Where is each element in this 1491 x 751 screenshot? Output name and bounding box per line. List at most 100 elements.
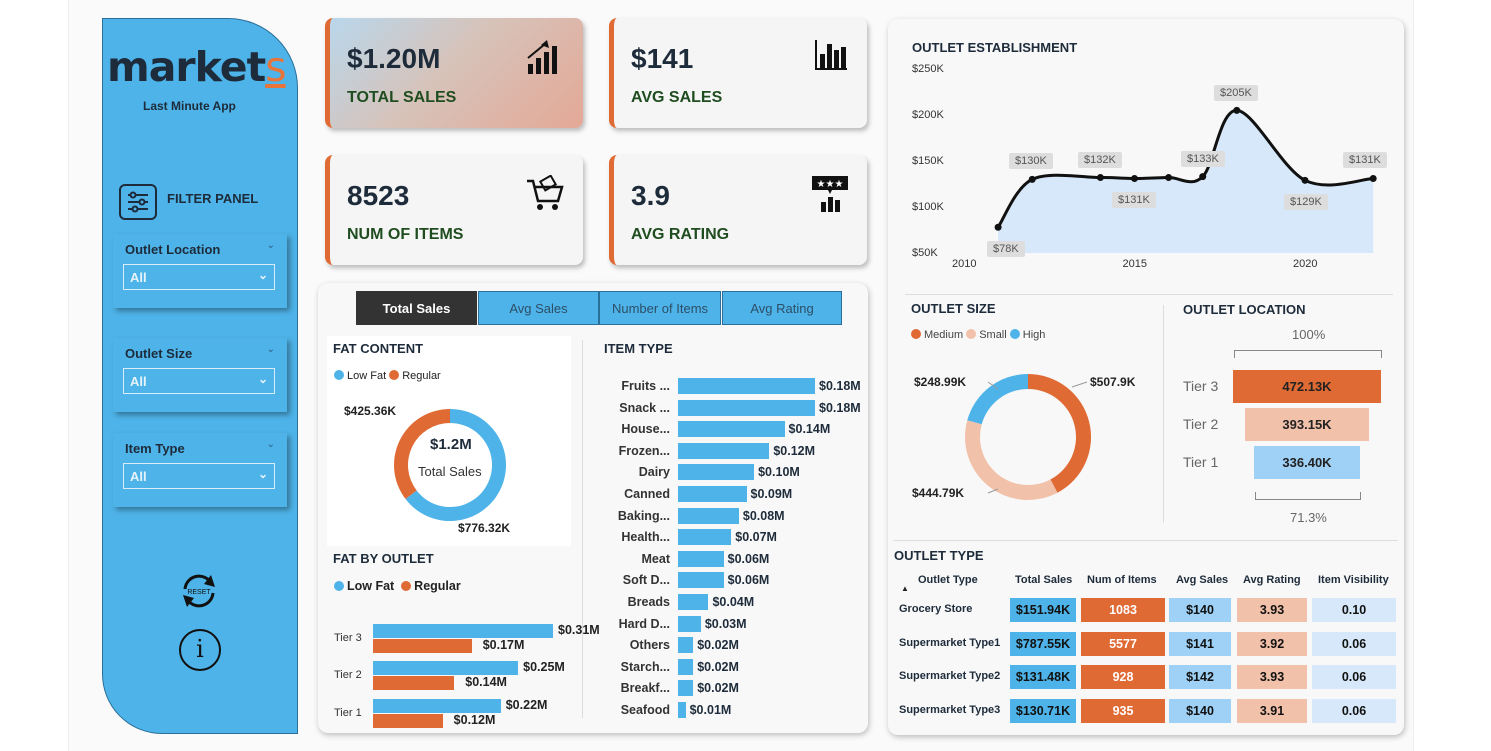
data-point [994,223,1002,231]
kpi-value: $1.20M [347,43,441,74]
table-cell: 0.10 [1312,598,1396,622]
item-type-value: $0.08M [742,508,785,523]
kpi-label: AVG SALES [631,89,723,106]
column-header[interactable]: Item Visibility [1318,574,1389,586]
brand-logo: markets [107,43,287,91]
item-type-label: Meat [641,551,670,566]
bar-value-label: $0.22M [505,698,548,712]
establishment-line-chart [994,106,1377,253]
shopping-cart-icon [525,174,565,218]
item-type-value: $0.09M [750,487,793,501]
table-cell: 0.06 [1312,632,1396,656]
slicer-label: Outlet Size [125,346,193,361]
divider [905,294,1393,295]
chevron-down-icon[interactable]: ⌄ [266,439,275,450]
data-point [1369,174,1377,182]
kpi-value: 8523 [347,180,410,211]
data-point [1165,174,1173,182]
slicer-label: Outlet Location [125,242,221,257]
outlet-size-legend: Medium Small High [911,329,1045,341]
item-type-label: Starch... [620,659,670,674]
column-header[interactable]: Total Sales [1015,574,1073,586]
svg-text:★★★: ★★★ [817,179,844,190]
filter-panel-title: FILTER PANEL [167,191,259,206]
reset-button[interactable]: RESET [177,571,221,611]
column-header[interactable]: Avg Rating [1243,574,1301,586]
row-label: Grocery Store [899,603,973,615]
outlet-size-dropdown[interactable]: All ⌄ [123,368,275,394]
info-icon[interactable]: i [179,629,221,671]
tier-label: Tier 2 [334,669,362,681]
table-cell: $130.71K [1010,699,1076,723]
column-header[interactable]: Outlet Type [918,574,978,586]
kpi-avg-rating: 3.9 AVG RATING ★★★ [609,155,867,265]
table-cell: 0.06 [1312,699,1396,723]
leader-lines [987,381,1088,494]
item-type-value: $0.02M [697,681,739,696]
column-header[interactable]: Num of Items [1087,574,1157,586]
bar-value-label: $0.14M [465,675,507,689]
funnel-bar: 393.15K [1245,408,1369,441]
chevron-down-icon: ⌄ [257,467,268,481]
outlet-type-title: OUTLET TYPE [894,548,984,563]
item-type-label: Others [629,638,670,653]
item-type-label: Baking... [617,508,670,523]
table-cell: $140 [1169,699,1231,723]
bar-value-label: $0.12M [453,713,496,727]
item-type-label: Frozen... [618,443,670,458]
sort-arrow-icon[interactable]: ▲ [901,584,909,593]
table-cell: $151.94K [1010,598,1076,622]
item-type-bar [678,615,701,632]
bar-value-label: $0.25M [523,660,565,674]
kpi-label: AVG RATING [631,226,730,243]
x-tick-label: 2020 [1293,258,1318,270]
series-line [996,108,1374,229]
item-type-label: Breads [627,595,670,609]
table-cell: 935 [1081,699,1165,723]
fat-by-outlet-legend: Low Fat Regular [334,579,461,593]
kpi-num-items: 8523 NUM OF ITEMS [325,155,583,265]
outlet-location-dropdown[interactable]: All ⌄ [123,264,275,290]
item-type-bar [678,442,770,459]
tab-avg-sales[interactable]: Avg Sales [478,291,599,325]
item-type-label: Fruits ... [621,379,670,393]
bar-regular [373,714,443,728]
outlet-size-title: OUTLET SIZE [911,301,996,316]
item-type-dropdown[interactable]: All ⌄ [123,463,275,489]
y-tick-label: $200K [912,109,944,121]
item-type-value: $0.12M [773,443,816,458]
fat-content-title: FAT CONTENT [333,341,424,356]
item-type-value: $0.06M [727,551,770,566]
item-type-bar [678,507,739,524]
tab-total-sales[interactable]: Total Sales [356,291,477,325]
rating-icon: ★★★ [811,175,849,218]
funnel-bottom-pct: 71.3% [1290,510,1327,525]
data-point [1233,106,1241,114]
kpi-avg-sales: $141 AVG SALES [609,18,867,128]
item-type-bar [678,378,815,394]
tier-label: Tier 1 [334,707,362,719]
tab-avg-rating[interactable]: Avg Rating [722,291,842,325]
size-high-label: $248.99K [914,375,967,389]
kpi-label: NUM OF ITEMS [347,226,464,243]
donut-slice-small [965,420,1058,500]
data-label: $132K [1078,152,1122,168]
filter-sidebar: markets Last Minute App FILTER PANEL Out… [102,18,298,734]
item-type-bar [678,529,732,546]
size-small-label: $444.79K [912,486,965,500]
y-tick-label: $150K [912,155,944,167]
chevron-down-icon[interactable]: ⌄ [266,344,275,355]
funnel-bar: 472.13K [1233,370,1381,403]
chevron-down-icon: ⌄ [257,268,268,282]
tab-number-of-items[interactable]: Number of Items [599,291,721,325]
column-header[interactable]: Avg Sales [1176,574,1229,586]
chevron-down-icon[interactable]: ⌄ [266,240,275,251]
slicer-outlet-location: Outlet Location ⌄ All ⌄ [113,234,287,308]
item-type-bar [678,658,694,675]
data-label: $133K [1181,151,1225,167]
fat-content-legend: Low Fat Regular [334,370,441,382]
item-type-value: $0.18M [819,379,861,393]
item-type-title: ITEM TYPE [604,341,673,356]
item-type-bar [678,486,747,502]
svg-text:RESET: RESET [187,589,211,596]
